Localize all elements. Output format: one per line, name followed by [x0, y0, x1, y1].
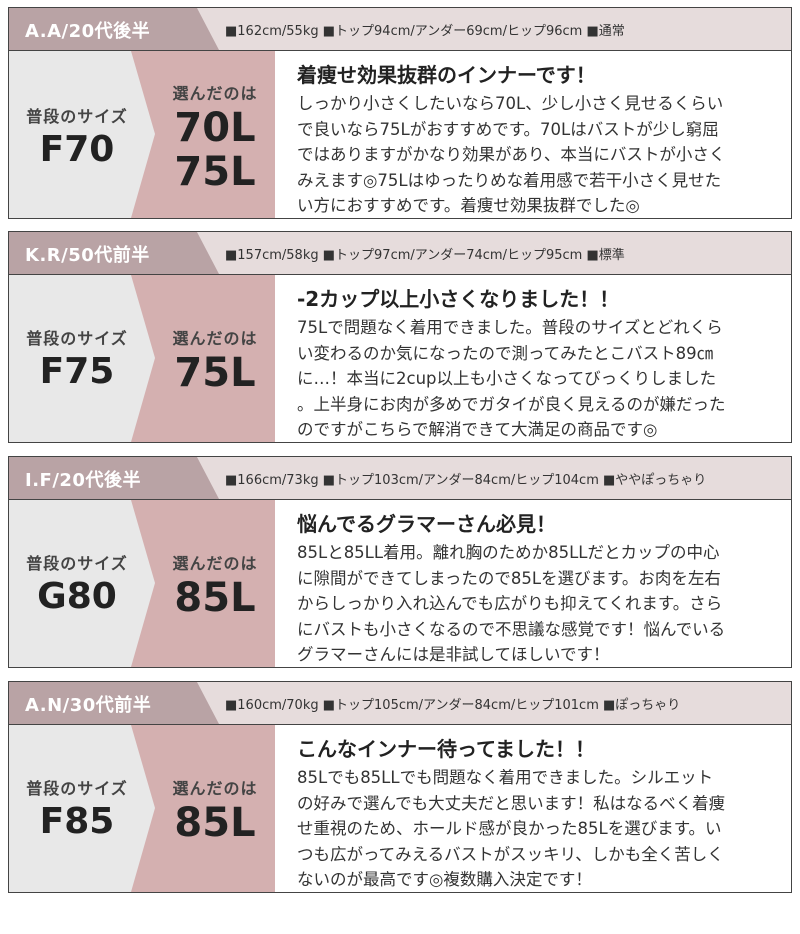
chosen-size-label: 選んだのは: [172, 554, 258, 573]
usual-size-block: 普段のサイズ F85: [9, 775, 145, 842]
usual-size-label: 普段のサイズ: [26, 554, 128, 573]
reviewer-stats: ■160cm/70kg ■トップ105cm/アンダー84cm/ヒップ101cm …: [225, 698, 681, 713]
review-body: 普段のサイズ G80 選んだのは 85L 悩んでるグラマーさん必見！ 85Lと8…: [9, 500, 791, 667]
review-text-line: つも広がってみえるバストがスッキリ、しかも全く苦しく: [297, 844, 724, 864]
usual-size-panel: [9, 275, 155, 442]
usual-size-panel: [9, 725, 155, 892]
usual-size-label: 普段のサイズ: [26, 107, 128, 126]
usual-size-value: F75: [39, 351, 115, 392]
chosen-size-block: 選んだのは 85L: [155, 550, 275, 618]
review-title: こんなインナー待ってました！！: [297, 737, 595, 761]
review-text-line: にバストも小さくなるので不思議な感覚です！悩んでいる: [297, 619, 726, 639]
usual-size-panel: [9, 51, 155, 218]
review-content: こんなインナー待ってました！！ 85Lでも85LLでも問題なく着用できました。シ…: [297, 735, 787, 893]
review-header: A.N/30代前半 ■160cm/70kg ■トップ105cm/アンダー84cm…: [9, 682, 791, 725]
usual-size-panel: [9, 500, 155, 667]
usual-size-block: 普段のサイズ G80: [9, 550, 145, 617]
usual-size-value: G80: [37, 576, 117, 617]
reviewer-tab: [9, 682, 219, 724]
review-text-line: みえます◎75Lはゆったりめな着用感で若干小さく見せた: [297, 170, 722, 190]
usual-size-label: 普段のサイズ: [26, 779, 128, 798]
review-card: A.A/20代後半 ■162cm/55kg ■トップ94cm/アンダー69cm/…: [8, 7, 792, 219]
review-text-line: の好みで選んでも大丈夫だと思います！私はなるべく着痩: [297, 793, 726, 813]
review-text-line: 75Lで問題なく着用できました。普段のサイズとどれくら: [297, 318, 723, 337]
usual-size-block: 普段のサイズ F75: [9, 325, 145, 392]
chosen-size: 75L: [174, 149, 256, 195]
reviewer-stats: ■162cm/55kg ■トップ94cm/アンダー69cm/ヒップ96cm ■通…: [225, 24, 625, 39]
usual-size-block: 普段のサイズ F70: [9, 103, 145, 170]
review-text-line: しっかり小さくしたいなら70L、少し小さく見せるくらい: [297, 94, 724, 113]
reviewer-stats: ■157cm/58kg ■トップ97cm/アンダー74cm/ヒップ95cm ■標…: [225, 248, 625, 263]
review-title: -2カップ以上小さくなりました！！: [297, 287, 620, 311]
reviewer-name: A.A/20代後半: [25, 21, 151, 42]
review-text-line: のですがこちらで解消できて大満足の商品です◎: [297, 420, 658, 439]
review-body: 普段のサイズ F75 選んだのは 75L -2カップ以上小さくなりました！！ 7…: [9, 275, 791, 442]
chosen-size-label: 選んだのは: [172, 84, 258, 103]
review-header: A.A/20代後半 ■162cm/55kg ■トップ94cm/アンダー69cm/…: [9, 8, 791, 51]
chosen-size-label: 選んだのは: [172, 779, 258, 798]
review-content: 着痩せ効果抜群のインナーです！ しっかり小さくしたいなら70L、少し小さく見せる…: [297, 61, 787, 219]
usual-size-value: F85: [39, 801, 115, 842]
reviewer-stats: ■166cm/73kg ■トップ103cm/アンダー84cm/ヒップ104cm …: [225, 473, 707, 488]
review-text-line: グラマーさんには是非試してほしいです！: [297, 645, 610, 664]
review-text-line: に隙間ができてしまったので85Lを選びます。お肉を左右: [297, 568, 721, 588]
reviewer-tab: [9, 457, 219, 499]
chosen-size-block: 選んだのは 75L: [155, 325, 275, 393]
reviewer-name: I.F/20代後半: [25, 470, 141, 491]
review-text-line: い変わるのか気になったので測ってみたとこバスト89㎝: [297, 343, 714, 363]
review-body: 普段のサイズ F85 選んだのは 85L こんなインナー待ってました！！ 85L…: [9, 725, 791, 892]
review-text-line: 。上半身にお肉が多めでガタイが良く見えるのが嫌だった: [297, 394, 726, 414]
review-text-line: せ重視のため、ホールド感が良かった85Lを選びます。い: [297, 819, 722, 838]
review-card: I.F/20代後半 ■166cm/73kg ■トップ103cm/アンダー84cm…: [8, 456, 792, 668]
chosen-size: 75L: [174, 350, 256, 396]
reviewer-name: A.N/30代前半: [25, 695, 152, 716]
review-card: A.N/30代前半 ■160cm/70kg ■トップ105cm/アンダー84cm…: [8, 681, 792, 893]
chosen-size-block: 選んだのは 70L 75L: [155, 80, 275, 192]
review-text-line: い方におすすめです。着痩せ効果抜群でした◎: [297, 196, 640, 215]
review-body: 普段のサイズ F70 選んだのは 70L 75L 着痩せ効果抜群のインナーです！ …: [9, 51, 791, 218]
reviewer-tab: [9, 8, 219, 50]
review-content: -2カップ以上小さくなりました！！ 75Lで問題なく着用できました。普段のサイズ…: [297, 285, 787, 443]
review-text-line: ないのが最高です◎複数購入決定です！: [297, 870, 592, 889]
review-card: K.R/50代前半 ■157cm/58kg ■トップ97cm/アンダー74cm/…: [8, 231, 792, 443]
chosen-size-block: 選んだのは 85L: [155, 775, 275, 843]
reviewer-name: K.R/50代前半: [25, 245, 150, 266]
usual-size-value: F70: [39, 129, 115, 170]
chosen-size: 85L: [174, 575, 256, 621]
review-text-line: からしっかり入れ込んでも広がりも抑えてくれます。さら: [297, 594, 723, 613]
chosen-size: 85L: [174, 800, 256, 846]
review-title: 着痩せ効果抜群のインナーです！: [297, 63, 596, 87]
review-text-line: ではありますがかなり効果があり、本当にバストが小さく: [297, 145, 726, 164]
review-header: I.F/20代後半 ■166cm/73kg ■トップ103cm/アンダー84cm…: [9, 457, 791, 500]
review-text-line: に…！本当に2cup以上も小さくなってびっくりしました: [297, 369, 717, 388]
reviewer-tab: [9, 232, 219, 274]
chosen-size: 70L: [174, 105, 256, 151]
review-content: 悩んでるグラマーさん必見！ 85Lと85LL着用。離れ胸のためか85LLだとカッ…: [297, 510, 787, 668]
chosen-size-label: 選んだのは: [172, 329, 258, 348]
review-text-line: 85Lと85LL着用。離れ胸のためか85LLだとカップの中心: [297, 543, 720, 562]
review-title: 悩んでるグラマーさん必見！: [297, 512, 556, 536]
review-text-line: で良いなら75Lがおすすめです。70Lはバストが少し窮屈: [297, 119, 719, 139]
review-header: K.R/50代前半 ■157cm/58kg ■トップ97cm/アンダー74cm/…: [9, 232, 791, 275]
usual-size-label: 普段のサイズ: [26, 329, 128, 348]
review-text-line: 85Lでも85LLでも問題なく着用できました。シルエット: [297, 768, 714, 787]
